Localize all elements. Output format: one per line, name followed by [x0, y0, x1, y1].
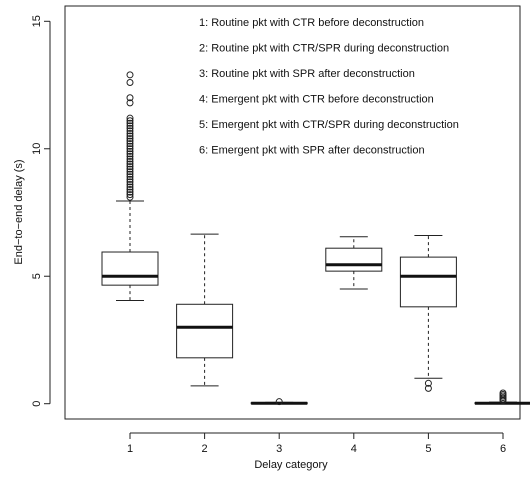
outlier-point [424, 379, 432, 387]
legend-entry: 6: Emergent pkt with SPR after deconstru… [199, 145, 425, 157]
outlier-point [126, 193, 134, 201]
x-tick-label: 4 [351, 443, 357, 455]
x-tick-label: 5 [425, 443, 431, 455]
outlier-point [126, 173, 134, 181]
legend-entry: 3: Routine pkt with SPR after deconstruc… [199, 68, 415, 80]
outlier-point [126, 129, 134, 137]
outlier-point [126, 114, 134, 122]
outlier-point [126, 152, 134, 160]
legend-entry: 4: Emergent pkt with CTR before deconstr… [199, 94, 434, 106]
outlier-point [126, 78, 134, 86]
legend-entry: 1: Routine pkt with CTR before deconstru… [199, 17, 424, 29]
x-tick-label: 1 [127, 443, 133, 455]
outlier-point [424, 384, 432, 392]
box-category-5 [399, 234, 457, 392]
outlier-point [126, 117, 134, 125]
y-tick-label: 5 [31, 273, 43, 279]
y-tick-label: 0 [31, 401, 43, 407]
outlier-point [126, 168, 134, 176]
iqr-box [101, 251, 159, 286]
outlier-point [126, 94, 134, 102]
outlier-point [126, 132, 134, 140]
outlier-point [126, 137, 134, 145]
outlier-point [126, 163, 134, 171]
x-axis-label: Delay category [254, 459, 328, 471]
outlier-point [126, 140, 134, 148]
outlier-point [126, 165, 134, 173]
y-axis: 0 5 10 15 [31, 15, 51, 407]
outlier-point [275, 398, 283, 406]
iqr-box [399, 256, 457, 308]
outlier-point [126, 180, 134, 188]
legend-entry: 2: Routine pkt with CTR/SPR during decon… [199, 43, 449, 55]
outlier-point [126, 183, 134, 191]
outlier-point [126, 170, 134, 178]
outlier-point [126, 119, 134, 127]
outlier-point [126, 191, 134, 199]
legend: 1: Routine pkt with CTR before deconstru… [199, 17, 459, 157]
outlier-point [126, 160, 134, 168]
legend-entry: 5: Emergent pkt with CTR/SPR during deco… [199, 119, 459, 131]
outlier-point [126, 155, 134, 163]
outlier-point [126, 135, 134, 143]
outlier-point [499, 389, 507, 397]
box-category-3 [250, 398, 308, 406]
y-tick-label: 10 [31, 143, 43, 155]
outlier-point [126, 99, 134, 107]
outlier-point [126, 186, 134, 194]
outlier-point [126, 150, 134, 158]
outlier-point [126, 188, 134, 196]
x-tick-label: 2 [202, 443, 208, 455]
iqr-box [176, 303, 234, 359]
boxes [101, 71, 530, 406]
outlier-point [126, 158, 134, 166]
y-axis-label: End−to−end delay (s) [13, 159, 25, 264]
x-tick-label: 6 [500, 443, 506, 455]
box-category-4 [325, 236, 383, 290]
outlier-point [126, 145, 134, 153]
x-tick-label: 3 [276, 443, 282, 455]
outlier-point [126, 178, 134, 186]
box-category-2 [176, 233, 234, 387]
outlier-point [126, 71, 134, 79]
box-category-6 [474, 389, 530, 405]
outlier-point [126, 122, 134, 130]
outlier-point [126, 175, 134, 183]
plot-frame [64, 5, 521, 420]
outlier-point [126, 127, 134, 135]
outlier-point [126, 147, 134, 155]
box-category-1 [101, 71, 159, 301]
x-axis: 1 2 3 4 5 6 [127, 432, 506, 455]
outlier-point [126, 124, 134, 132]
outlier-point [126, 142, 134, 150]
iqr-box [325, 247, 383, 272]
y-tick-label: 15 [31, 15, 43, 27]
